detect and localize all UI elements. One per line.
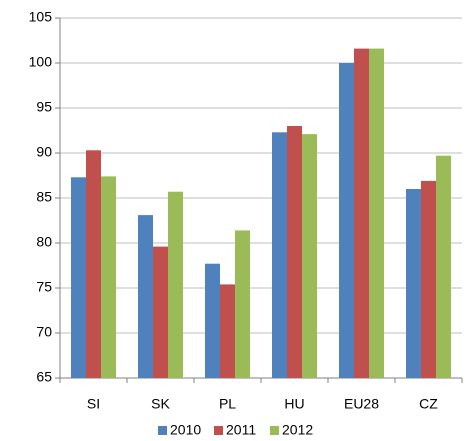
bar xyxy=(287,126,302,378)
bar xyxy=(168,191,183,378)
bar xyxy=(205,263,220,378)
bar xyxy=(71,177,86,378)
bar xyxy=(235,230,250,378)
bar xyxy=(354,48,369,378)
bar xyxy=(101,176,116,378)
bar xyxy=(86,150,101,378)
bar xyxy=(369,48,384,378)
y-tick-label: 80 xyxy=(36,234,52,250)
x-tick-label: HU xyxy=(284,396,304,412)
legend-swatch xyxy=(158,426,167,435)
x-tick-label: PL xyxy=(219,396,236,412)
y-tick-label: 95 xyxy=(36,99,52,115)
y-tick-label: 65 xyxy=(36,369,52,385)
legend-label: 2011 xyxy=(226,422,256,438)
x-tick-label: EU28 xyxy=(344,396,379,412)
y-tick-label: 75 xyxy=(36,279,52,295)
bar xyxy=(153,246,168,378)
y-tick-label: 100 xyxy=(29,54,53,70)
bar xyxy=(272,132,287,378)
x-tick-label: SK xyxy=(151,396,170,412)
bar xyxy=(220,284,235,378)
y-tick-label: 70 xyxy=(36,324,52,340)
bar xyxy=(406,189,421,378)
bar xyxy=(302,134,317,378)
legend-swatch xyxy=(214,426,223,435)
bar xyxy=(339,63,354,378)
x-tick-label: CZ xyxy=(419,396,438,412)
bar xyxy=(421,180,436,378)
legend-label: 2012 xyxy=(282,422,313,438)
legend-label: 2010 xyxy=(170,422,201,438)
y-tick-label: 90 xyxy=(36,144,52,160)
x-tick-label: SI xyxy=(87,396,100,412)
y-tick-label: 105 xyxy=(29,9,53,25)
legend-swatch xyxy=(270,426,279,435)
bar xyxy=(138,215,153,378)
bar xyxy=(436,155,451,378)
y-tick-label: 85 xyxy=(36,189,52,205)
